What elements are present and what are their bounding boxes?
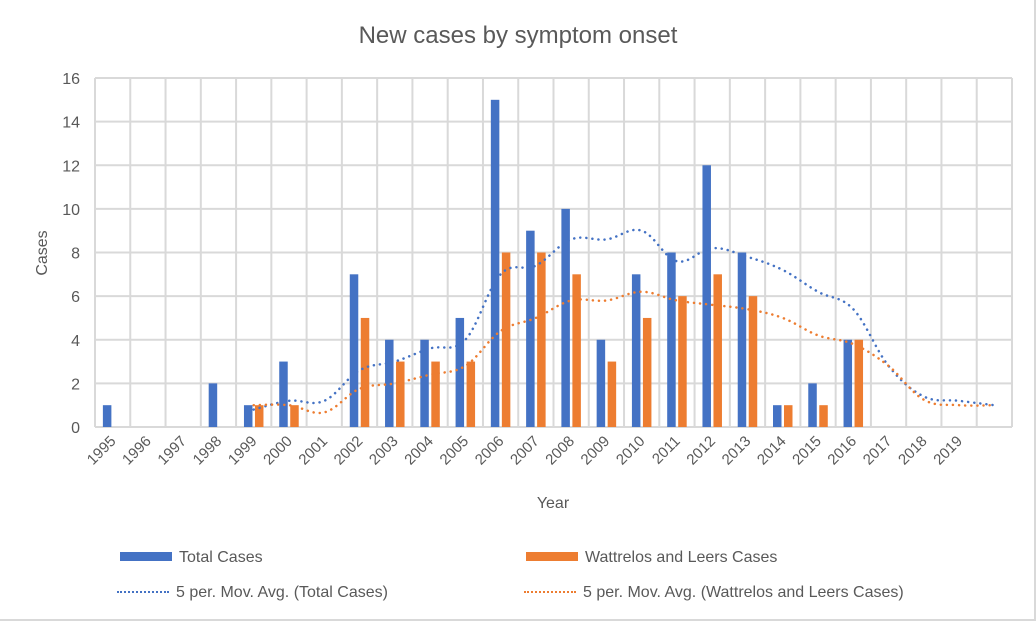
x-tick-label: 2001	[295, 433, 331, 469]
bar-total-cases[interactable]	[279, 361, 288, 427]
bar-wattrelos-leers-cases[interactable]	[784, 405, 793, 427]
y-tick-label: 14	[62, 115, 80, 132]
x-tick-label: 2010	[613, 433, 649, 469]
bar-wattrelos-leers-cases[interactable]	[290, 405, 299, 427]
x-tick-label: 2016	[824, 433, 860, 469]
y-tick-label: 16	[62, 71, 80, 88]
bar-total-cases[interactable]	[631, 274, 641, 427]
y-axis-label: Cases	[34, 230, 51, 275]
bar-wattrelos-leers-cases[interactable]	[396, 361, 405, 427]
bar-wattrelos-leers-cases[interactable]	[572, 274, 581, 427]
bar-total-cases[interactable]	[526, 230, 535, 427]
bar-wattrelos-leers-cases[interactable]	[642, 317, 652, 427]
gridlines	[94, 77, 1013, 428]
bar-total-cases[interactable]	[702, 165, 711, 427]
x-tick-label: 2018	[895, 433, 931, 469]
x-tick-label: 2012	[683, 433, 719, 469]
y-tick-label: 6	[71, 289, 80, 306]
legend-label: 5 per. Mov. Avg. (Wattrelos and Leers Ca…	[583, 584, 904, 601]
y-tick-label: 2	[71, 376, 80, 393]
legend-swatch-total-cases	[120, 552, 172, 562]
y-tick-label: 12	[62, 158, 80, 175]
bar-total-cases[interactable]	[737, 252, 747, 428]
bar-total-cases[interactable]	[385, 339, 394, 427]
legend-swatch-mov-avg-total	[117, 590, 169, 593]
x-tick-label: 2007	[507, 433, 543, 469]
x-tick-label: 2005	[437, 433, 473, 469]
bar-total-cases[interactable]	[773, 405, 782, 427]
legend-item-total-cases[interactable]: Total Cases	[120, 548, 263, 568]
bar-wattrelos-leers-cases[interactable]	[607, 361, 617, 427]
bar-total-cases[interactable]	[455, 317, 465, 427]
x-tick-label: 2003	[366, 433, 402, 469]
x-tick-label: 2002	[331, 433, 367, 469]
bar-total-cases[interactable]	[808, 383, 817, 427]
trendlines	[252, 228, 996, 415]
legend-item-mov-avg-wattrelos-leers[interactable]: 5 per. Mov. Avg. (Wattrelos and Leers Ca…	[524, 583, 904, 603]
x-tick-label: 2014	[754, 433, 790, 469]
legend-swatch-mov-avg-wattrelos-leers	[524, 590, 576, 593]
legend-label: Total Cases	[179, 549, 263, 566]
bar-wattrelos-leers-cases[interactable]	[254, 405, 264, 427]
x-tick-label: 2009	[578, 433, 614, 469]
bar-total-cases[interactable]	[843, 339, 853, 427]
x-tick-label: 2019	[930, 433, 966, 469]
bar-total-cases[interactable]	[420, 339, 429, 427]
x-tick-label: 2008	[542, 433, 578, 469]
x-tick-label: 2006	[472, 433, 508, 469]
x-tick-label: 2017	[860, 433, 896, 469]
bar-total-cases[interactable]	[102, 405, 112, 427]
x-tick-label: 1999	[225, 433, 261, 469]
x-tick-label: 1998	[190, 433, 226, 469]
bar-wattrelos-leers-cases[interactable]	[854, 339, 864, 427]
x-tick-label: 2013	[719, 433, 755, 469]
chart-title: New cases by symptom onset	[358, 22, 678, 49]
bar-wattrelos-leers-cases[interactable]	[466, 361, 476, 427]
x-tick-label: 2004	[401, 433, 437, 469]
legend-item-mov-avg-total[interactable]: 5 per. Mov. Avg. (Total Cases)	[117, 583, 388, 603]
x-tick-label: 2011	[649, 433, 684, 468]
legend-label: 5 per. Mov. Avg. (Total Cases)	[176, 584, 388, 601]
bar-wattrelos-leers-cases[interactable]	[678, 296, 687, 427]
legend-label: Wattrelos and Leers Cases	[585, 549, 778, 566]
x-tick-label: 1995	[84, 433, 120, 469]
legend-item-wattrelos-leers-cases[interactable]: Wattrelos and Leers Cases	[526, 548, 777, 568]
bar-total-cases[interactable]	[490, 99, 500, 427]
bar-total-cases[interactable]	[561, 208, 570, 427]
bars	[102, 99, 864, 428]
x-tick-label: 2015	[789, 433, 825, 469]
bar-total-cases[interactable]	[667, 252, 676, 428]
y-tick-label: 8	[71, 246, 80, 263]
bar-wattrelos-leers-cases[interactable]	[537, 252, 546, 428]
bar-total-cases[interactable]	[596, 339, 606, 427]
bar-wattrelos-leers-cases[interactable]	[819, 405, 828, 427]
bar-total-cases[interactable]	[243, 405, 253, 427]
bar-wattrelos-leers-cases[interactable]	[360, 317, 370, 427]
y-tick-label: 10	[62, 202, 80, 219]
bar-total-cases[interactable]	[208, 383, 218, 427]
bar-wattrelos-leers-cases[interactable]	[748, 296, 758, 427]
y-tick-label: 0	[71, 420, 80, 437]
x-tick-label: 1997	[154, 433, 190, 469]
bar-wattrelos-leers-cases[interactable]	[431, 361, 440, 427]
bar-wattrelos-leers-cases[interactable]	[713, 274, 722, 427]
x-tick-label: 1996	[119, 433, 155, 469]
bar-total-cases[interactable]	[349, 274, 359, 427]
y-tick-label: 4	[71, 333, 80, 350]
trendline-mov-avg-wattrelos-leers-cases[interactable]	[252, 290, 996, 415]
x-tick-label: 2000	[260, 433, 296, 469]
legend-swatch-wattrelos-leers-cases	[526, 552, 578, 562]
x-axis-label: Year	[537, 495, 570, 512]
bar-wattrelos-leers-cases[interactable]	[501, 252, 511, 428]
